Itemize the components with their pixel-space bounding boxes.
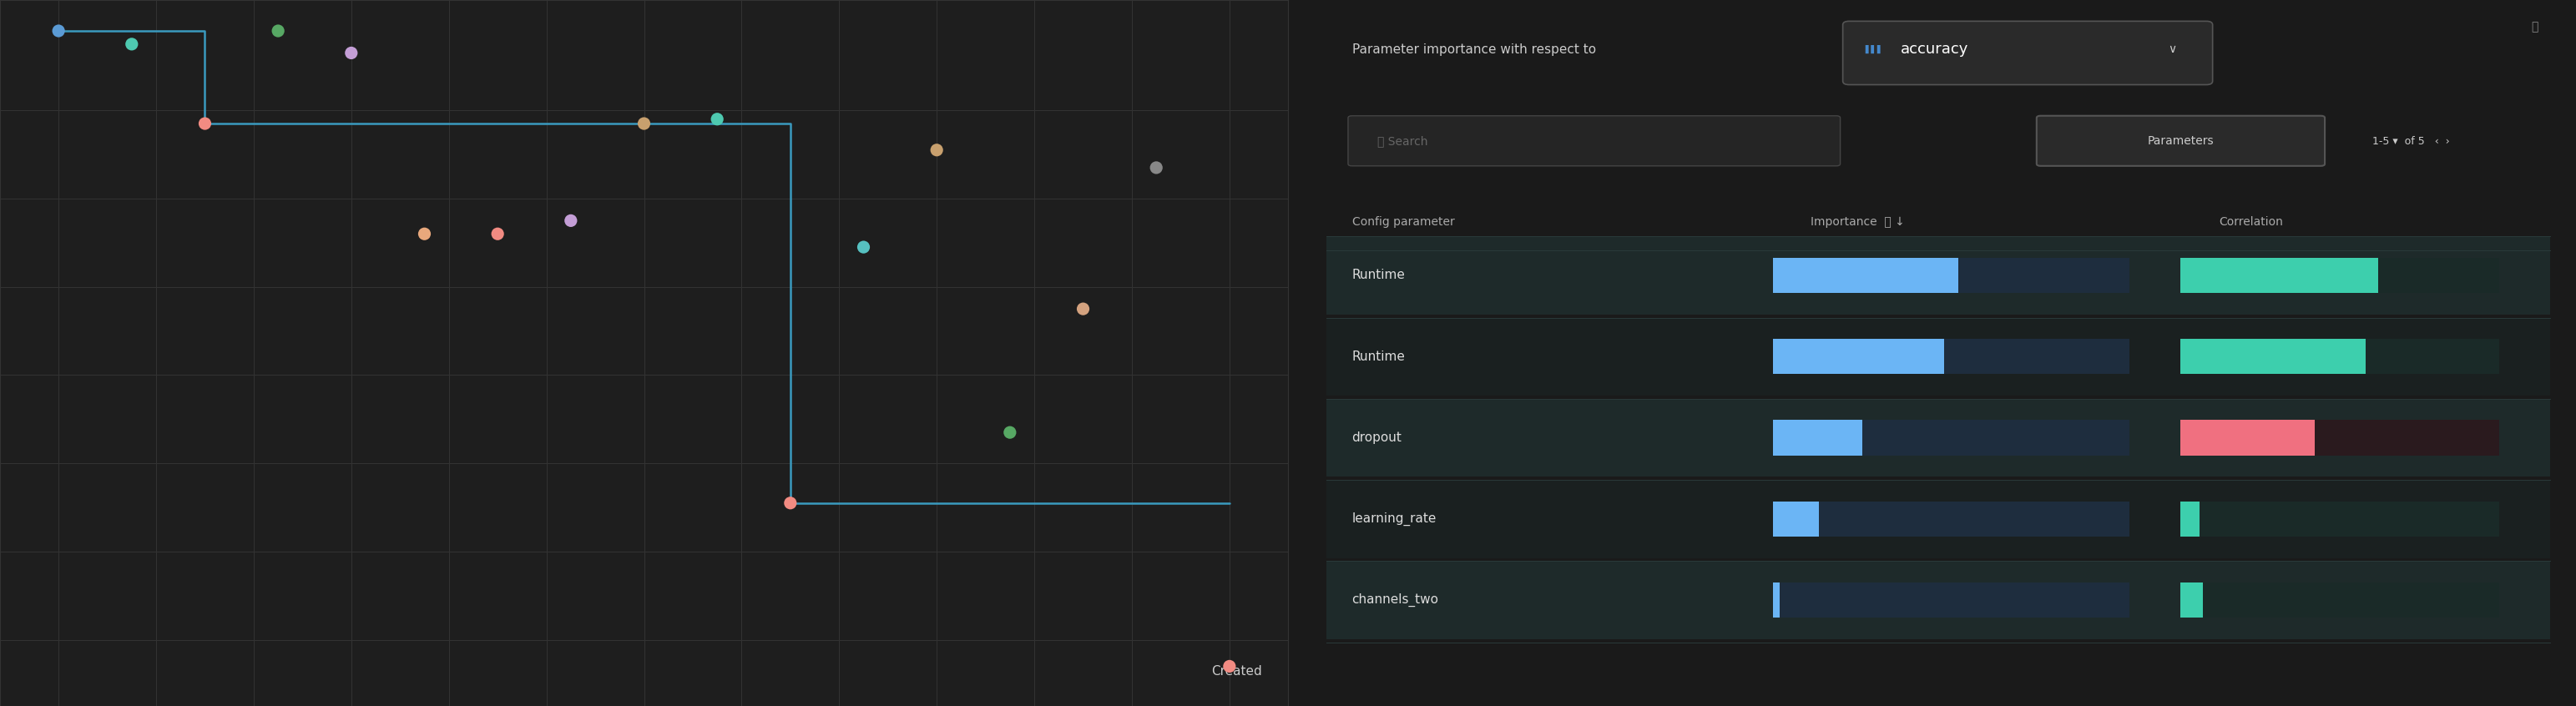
Bar bbox=[2182, 420, 2316, 455]
Bar bbox=[1327, 400, 2550, 477]
Bar bbox=[1772, 339, 2130, 374]
Bar bbox=[2182, 582, 2202, 618]
Text: Importance  ⓘ ↓: Importance ⓘ ↓ bbox=[1811, 217, 1906, 228]
Bar bbox=[1772, 339, 1945, 374]
Bar bbox=[2182, 582, 2499, 618]
Bar bbox=[1772, 501, 2130, 537]
Bar bbox=[1772, 258, 2130, 293]
Text: learning_rate: learning_rate bbox=[1352, 512, 1437, 526]
Text: channels_two: channels_two bbox=[1352, 593, 1440, 607]
FancyBboxPatch shape bbox=[1842, 21, 2213, 85]
Point bbox=[477, 228, 518, 239]
Text: Created: Created bbox=[1211, 665, 1262, 678]
Text: Correlation: Correlation bbox=[2218, 217, 2282, 228]
Text: 1-5 ▾  of 5   ‹  ›: 1-5 ▾ of 5 ‹ › bbox=[2372, 136, 2450, 147]
FancyBboxPatch shape bbox=[2038, 116, 2324, 166]
Text: Parameter importance with respect to: Parameter importance with respect to bbox=[1352, 43, 1595, 56]
Bar bbox=[1327, 481, 2550, 558]
Bar bbox=[2182, 339, 2499, 374]
Point bbox=[185, 118, 227, 129]
Bar bbox=[1772, 582, 2130, 618]
Point bbox=[989, 427, 1030, 438]
Point bbox=[39, 25, 80, 37]
Bar bbox=[1327, 562, 2550, 639]
Point bbox=[696, 114, 737, 125]
Bar bbox=[2182, 501, 2200, 537]
Bar bbox=[1327, 237, 2550, 314]
Point bbox=[1136, 162, 1177, 174]
Bar bbox=[2182, 258, 2378, 293]
Point bbox=[404, 228, 446, 239]
Text: 🔍 Search: 🔍 Search bbox=[1378, 136, 1427, 147]
Text: Runtime: Runtime bbox=[1352, 350, 1404, 363]
Point bbox=[1208, 661, 1249, 672]
Bar bbox=[1772, 258, 1958, 293]
Text: ▐▐▐: ▐▐▐ bbox=[1862, 45, 1880, 54]
Point bbox=[258, 25, 299, 37]
Bar bbox=[1327, 318, 2550, 395]
Text: Runtime: Runtime bbox=[1352, 269, 1404, 282]
Text: Config parameter: Config parameter bbox=[1352, 217, 1455, 228]
FancyBboxPatch shape bbox=[1347, 116, 1839, 166]
Point bbox=[623, 118, 665, 129]
Point bbox=[551, 215, 592, 227]
Bar bbox=[2182, 420, 2499, 455]
Text: dropout: dropout bbox=[1352, 431, 1401, 444]
Bar bbox=[1772, 582, 1780, 618]
Point bbox=[917, 144, 958, 155]
Bar bbox=[2182, 339, 2365, 374]
Bar bbox=[1772, 420, 1862, 455]
Point bbox=[330, 47, 371, 59]
Text: accuracy: accuracy bbox=[1901, 42, 1968, 57]
Text: Parameters: Parameters bbox=[2148, 136, 2213, 147]
Bar bbox=[2182, 258, 2499, 293]
Point bbox=[842, 241, 884, 253]
Bar bbox=[1772, 501, 1819, 537]
Point bbox=[1061, 304, 1103, 315]
Point bbox=[770, 497, 811, 508]
Bar bbox=[1772, 420, 2130, 455]
Text: ⤢: ⤢ bbox=[2530, 21, 2537, 33]
Bar bbox=[2182, 501, 2499, 537]
Point bbox=[111, 39, 152, 50]
Text: ∨: ∨ bbox=[2169, 44, 2177, 55]
